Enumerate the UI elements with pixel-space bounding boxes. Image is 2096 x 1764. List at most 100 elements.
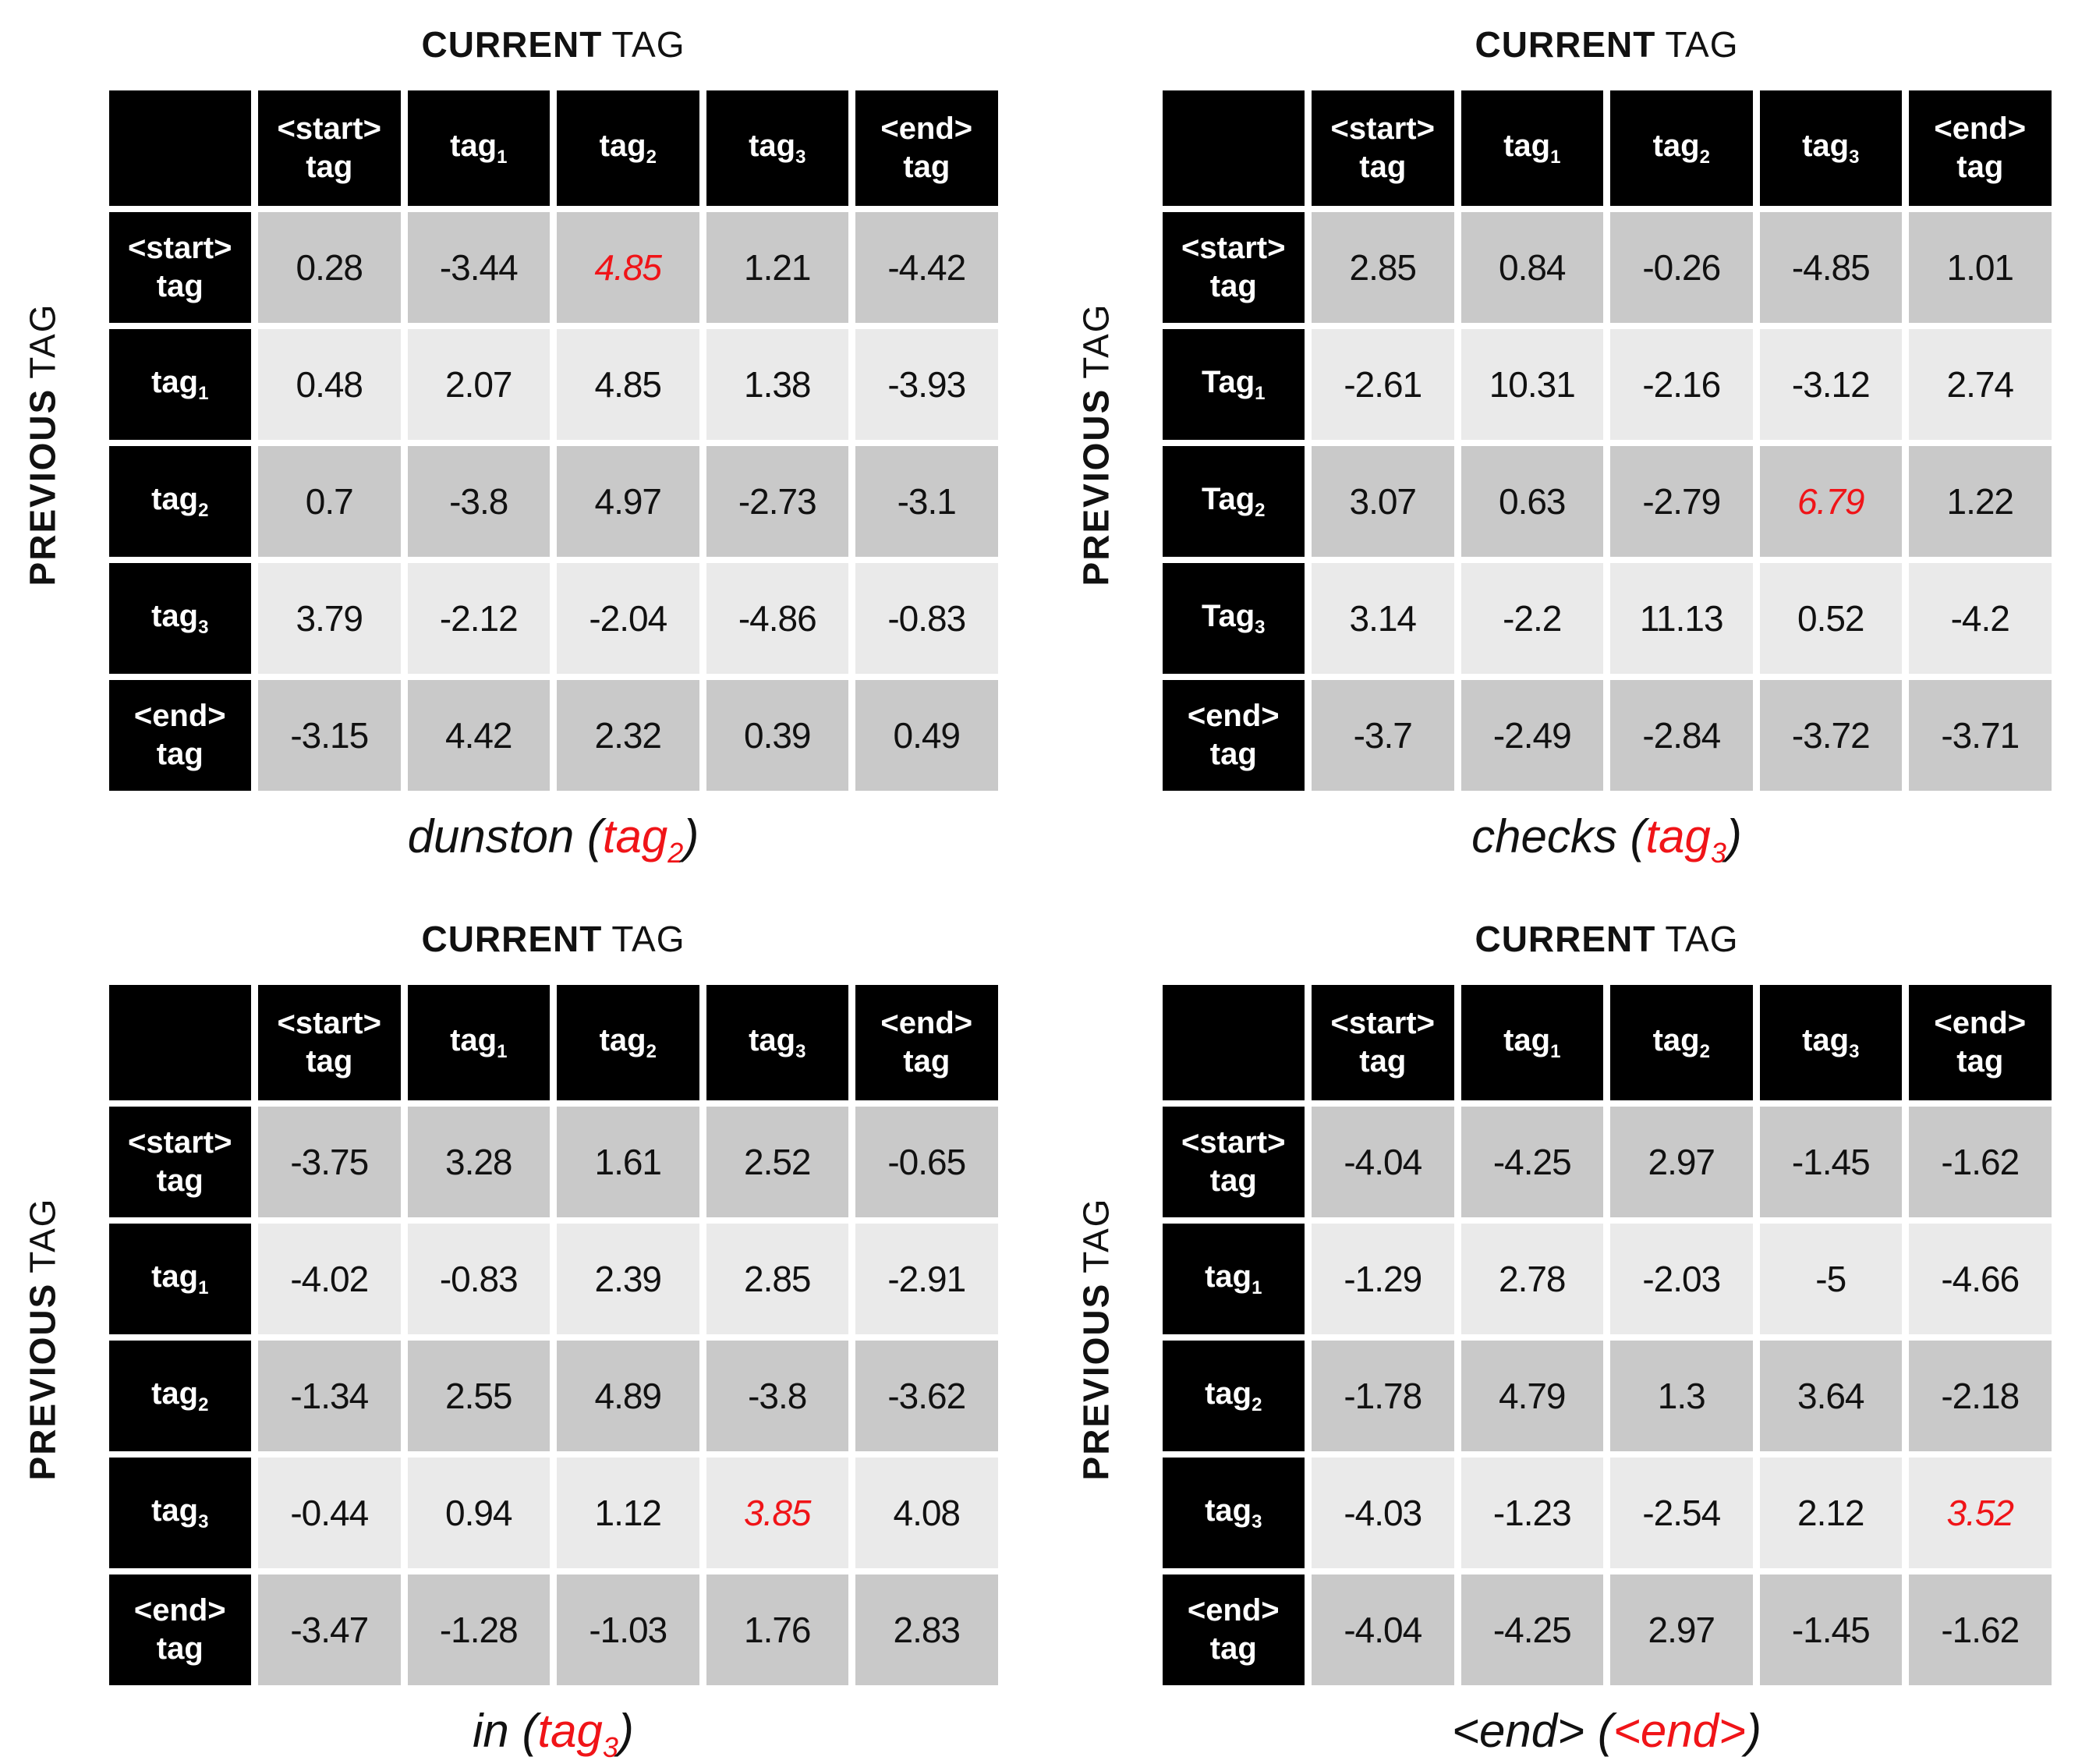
row-header-cell: <start> tag — [1162, 1107, 1305, 1217]
score-cell: 0.7 — [258, 446, 401, 557]
row-header-cell: tag2 — [1162, 1341, 1305, 1451]
score-cell: -2.84 — [1610, 680, 1753, 791]
transition-table: <start> tag tag1 tag2 tag3 <end> tag <start> tag… — [1156, 979, 2059, 1691]
score-cell: -4.85 — [1759, 212, 1902, 323]
caption-highlight-subscript: 3 — [602, 1731, 618, 1763]
table-row: Tag1 -2.61 10.31 -2.16 -3.12 2.74 — [1162, 329, 2052, 440]
score-cell: -3.8 — [407, 446, 550, 557]
score-cell: -3.44 — [407, 212, 550, 323]
col-header-cell: tag1 — [407, 90, 550, 206]
score-cell-highlighted: 4.85 — [557, 212, 699, 323]
row-header-line2: tag — [1209, 737, 1257, 771]
table-row: tag2 0.7 -3.8 4.97 -2.73 -3.1 — [108, 446, 998, 557]
row-header-cell: tag2 — [108, 446, 251, 557]
score-cell: 0.39 — [706, 680, 848, 791]
score-cell: -3.15 — [258, 680, 401, 791]
caption-highlight: <end> — [1613, 1705, 1746, 1757]
column-header-row: <start> tag tag1 tag2 tag3 <end> tag — [108, 985, 998, 1100]
score-cell: 2.32 — [557, 680, 699, 791]
previous-tag-axis-label: PREVIOUS TAG — [21, 1197, 63, 1480]
col-header-cell: tag3 — [1759, 90, 1902, 206]
row-header-text: tag — [151, 482, 199, 517]
previous-tag-axis-word: PREVIOUS — [1075, 388, 1117, 586]
row-header-subscript: 2 — [198, 1394, 209, 1416]
col-header-cell: <end> tag — [855, 985, 998, 1100]
caption-suffix: ) — [1746, 1705, 1761, 1757]
table-caption: dunston (tag2) — [408, 809, 699, 870]
score-cell: 4.42 — [407, 680, 550, 791]
row-header-line1: <end> — [1187, 699, 1280, 734]
score-cell: 1.12 — [557, 1458, 699, 1568]
col-header-cell: <end> tag — [1909, 985, 2052, 1100]
score-cell: -3.62 — [855, 1341, 998, 1451]
score-cell: -3.93 — [855, 329, 998, 440]
score-cell: -2.12 — [407, 563, 550, 674]
col-header-subscript: 2 — [1699, 147, 1710, 168]
score-cell: -1.29 — [1312, 1224, 1454, 1334]
column-header-row: <start> tag tag1 tag2 tag3 <end> tag — [1162, 90, 2052, 206]
row-header-line2: tag — [1209, 1631, 1257, 1666]
col-header-text: tag — [599, 129, 646, 164]
table-row: <end> tag -4.04 -4.25 2.97 -1.45 -1.62 — [1162, 1574, 2052, 1685]
previous-tag-axis-word: TAG — [1075, 303, 1117, 379]
row-header-text: Tag — [1201, 482, 1255, 517]
score-cell: 11.13 — [1610, 563, 1753, 674]
row-header-subscript: 3 — [198, 1511, 209, 1533]
previous-tag-axis-word: TAG — [1075, 1197, 1117, 1273]
score-cell: -1.45 — [1759, 1107, 1902, 1217]
score-cell: -0.83 — [407, 1224, 550, 1334]
score-cell: -5 — [1759, 1224, 1902, 1334]
row-header-subscript: 1 — [198, 383, 209, 405]
score-cell: 4.79 — [1460, 1341, 1603, 1451]
col-header-text: tag — [1802, 129, 1850, 164]
table-row: tag1 -1.29 2.78 -2.03 -5 -4.66 — [1162, 1224, 2052, 1334]
col-header-line2: tag — [306, 150, 353, 184]
score-cell: 0.49 — [855, 680, 998, 791]
col-header-line2: tag — [903, 150, 951, 184]
score-cell: -4.25 — [1460, 1574, 1603, 1685]
score-cell: -0.26 — [1610, 212, 1753, 323]
row-header-cell: <end> tag — [108, 1574, 251, 1685]
col-header-subscript: 1 — [1550, 147, 1561, 168]
caption-highlight: tag3 — [1645, 810, 1726, 869]
caption-highlight: tag2 — [603, 810, 683, 869]
col-header-cell: <start> tag — [258, 90, 401, 206]
col-header-line1: <start> — [1330, 1006, 1435, 1041]
score-cell: -1.34 — [258, 1341, 401, 1451]
col-header-line1: <end> — [1934, 112, 2027, 147]
score-cell: -1.23 — [1460, 1458, 1603, 1568]
row-header-text: tag — [151, 1376, 199, 1412]
column-header-row: <start> tag tag1 tag2 tag3 <end> tag — [1162, 985, 2052, 1100]
col-header-cell: tag3 — [1759, 985, 1902, 1100]
score-cell: 3.28 — [407, 1107, 550, 1217]
col-header-cell: tag1 — [1460, 90, 1603, 206]
caption-suffix: ) — [683, 810, 699, 863]
quadrant-top-right: PREVIOUSTAG CURRENT TAG <start> tag tag1 tag2 t… — [1060, 19, 2082, 870]
score-cell: -2.73 — [706, 446, 848, 557]
score-cell: 2.52 — [706, 1107, 848, 1217]
score-cell: -1.28 — [407, 1574, 550, 1685]
row-header-cell: Tag1 — [1162, 329, 1305, 440]
transition-table: <start> tag tag1 tag2 tag3 <end> tag <start> tag… — [102, 84, 1005, 797]
col-header-cell: tag1 — [407, 985, 550, 1100]
row-header-line2: tag — [156, 1164, 204, 1198]
score-cell: 2.97 — [1610, 1107, 1753, 1217]
row-header-line1: <start> — [128, 1125, 232, 1160]
previous-tag-axis-label: PREVIOUS TAG — [1075, 303, 1117, 586]
score-cell: 3.79 — [258, 563, 401, 674]
col-header-text: tag — [1802, 1023, 1850, 1058]
caption-prefix: in ( — [473, 1705, 538, 1757]
score-cell: -4.03 — [1312, 1458, 1454, 1568]
score-cell: 1.01 — [1909, 212, 2052, 323]
row-header-text: tag — [151, 365, 199, 400]
col-header-line1: <end> — [1934, 1006, 2027, 1041]
score-cell: 2.12 — [1759, 1458, 1902, 1568]
row-header-line2: tag — [156, 1631, 204, 1666]
col-header-subscript: 3 — [795, 147, 806, 168]
score-cell: -4.02 — [258, 1224, 401, 1334]
table-row: tag3 -4.03 -1.23 -2.54 2.12 3.52 — [1162, 1458, 2052, 1568]
table-row: tag3 3.79 -2.12 -2.04 -4.86 -0.83 — [108, 563, 998, 674]
column-header-row: <start> tag tag1 tag2 tag3 <end> tag — [108, 90, 998, 206]
col-header-cell: tag2 — [1610, 985, 1753, 1100]
